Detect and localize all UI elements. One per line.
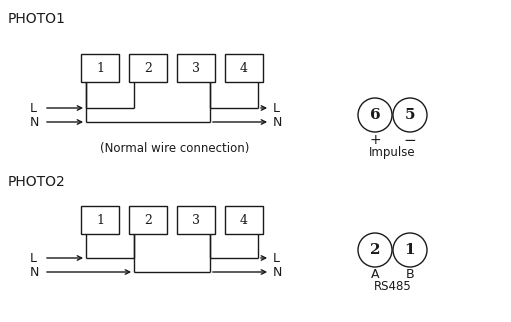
Text: 1: 1 xyxy=(96,62,104,74)
Text: +: + xyxy=(369,133,381,147)
Text: N: N xyxy=(30,116,39,128)
Text: −: − xyxy=(404,132,416,147)
Bar xyxy=(177,54,215,82)
Text: 2: 2 xyxy=(144,62,152,74)
Circle shape xyxy=(393,98,427,132)
Text: PHOTO1: PHOTO1 xyxy=(8,12,66,26)
Text: N: N xyxy=(273,116,283,128)
Bar xyxy=(225,206,263,234)
Circle shape xyxy=(358,98,392,132)
Text: 1: 1 xyxy=(405,243,415,257)
Bar xyxy=(225,54,263,82)
Bar xyxy=(129,206,167,234)
Text: A: A xyxy=(371,269,379,281)
Text: L: L xyxy=(273,101,280,115)
Text: 5: 5 xyxy=(405,108,415,122)
Text: N: N xyxy=(273,266,283,279)
Text: 4: 4 xyxy=(240,213,248,226)
Text: 3: 3 xyxy=(192,62,200,74)
Text: 1: 1 xyxy=(96,213,104,226)
Text: L: L xyxy=(273,251,280,264)
Text: 3: 3 xyxy=(192,213,200,226)
Text: L: L xyxy=(30,251,37,264)
Circle shape xyxy=(358,233,392,267)
Text: N: N xyxy=(30,266,39,279)
Text: PHOTO2: PHOTO2 xyxy=(8,175,66,189)
Bar xyxy=(81,54,119,82)
Text: Impulse: Impulse xyxy=(369,146,416,158)
Bar xyxy=(177,206,215,234)
Text: B: B xyxy=(406,269,414,281)
Bar xyxy=(81,206,119,234)
Circle shape xyxy=(393,233,427,267)
Text: 2: 2 xyxy=(144,213,152,226)
Bar xyxy=(129,54,167,82)
Text: RS485: RS485 xyxy=(374,280,411,293)
Text: (Normal wire connection): (Normal wire connection) xyxy=(100,141,250,155)
Text: 4: 4 xyxy=(240,62,248,74)
Text: L: L xyxy=(30,101,37,115)
Text: 2: 2 xyxy=(370,243,380,257)
Text: 6: 6 xyxy=(369,108,380,122)
